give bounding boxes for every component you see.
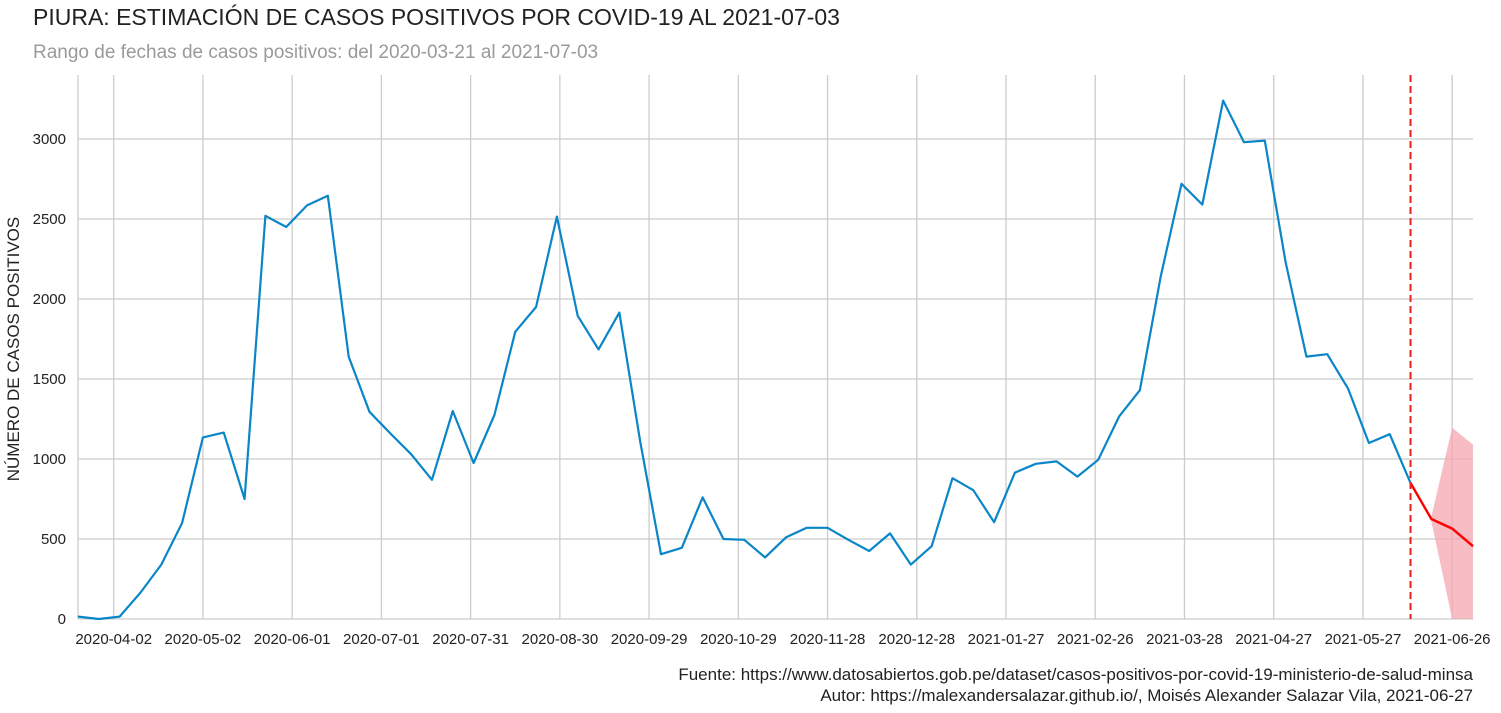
y-tick-label: 500: [41, 531, 66, 548]
x-tick-label: 2020-08-30: [521, 631, 598, 648]
author-line: Autor: https://malexandersalazar.github.…: [820, 686, 1473, 705]
forecast-series-line: [1409, 482, 1474, 548]
x-tick-label: 2020-09-29: [611, 631, 688, 648]
x-tick-label: 2020-05-02: [165, 631, 242, 648]
source-line: Fuente: https://www.datosabiertos.gob.pe…: [678, 665, 1473, 684]
x-tick-labels: 2020-04-02 2020-05-02 2020-06-01 2020-07-01…: [75, 631, 1490, 648]
observed-series-line: [77, 99, 1412, 621]
y-tick-label: 3000: [33, 131, 66, 148]
x-tick-label: 2020-12-28: [878, 631, 955, 648]
x-tick-label: 2021-05-27: [1325, 631, 1402, 648]
x-tick-label: 2020-07-01: [343, 631, 420, 648]
x-tick-label: 2021-02-26: [1057, 631, 1134, 648]
x-tick-label: 2021-04-27: [1235, 631, 1312, 648]
chart-subtitle: Rango de fechas de casos positivos: del …: [33, 42, 599, 63]
chart-title: PIURA: ESTIMACIÓN DE CASOS POSITIVOS POR…: [33, 4, 840, 30]
x-tick-label: 2021-06-26: [1414, 631, 1491, 648]
x-tick-label: 2021-01-27: [968, 631, 1045, 648]
series-lines: [77, 75, 1474, 621]
y-tick-label: 2000: [33, 291, 66, 308]
y-tick-label: 2500: [33, 211, 66, 228]
x-tick-label: 2021-03-28: [1146, 631, 1223, 648]
y-tick-label: 1000: [33, 451, 66, 468]
source-note: Fuente: https://www.datosabiertos.gob.pe…: [678, 664, 1473, 706]
y-tick-label: 1500: [33, 371, 66, 388]
x-tick-label: 2020-04-02: [75, 631, 152, 648]
y-tick-label: 0: [58, 611, 66, 628]
x-tick-label: 2020-07-31: [432, 631, 509, 648]
gridlines: [77, 75, 1473, 620]
y-axis-label: NÚMERO DE CASOS POSITIVOS: [4, 217, 23, 482]
y-tick-labels: 0 500 1000 1500 2000 2500 3000: [33, 131, 66, 628]
x-tick-label: 2020-06-01: [254, 631, 331, 648]
x-tick-label: 2020-10-29: [700, 631, 777, 648]
x-tick-label: 2020-11-28: [790, 631, 866, 648]
